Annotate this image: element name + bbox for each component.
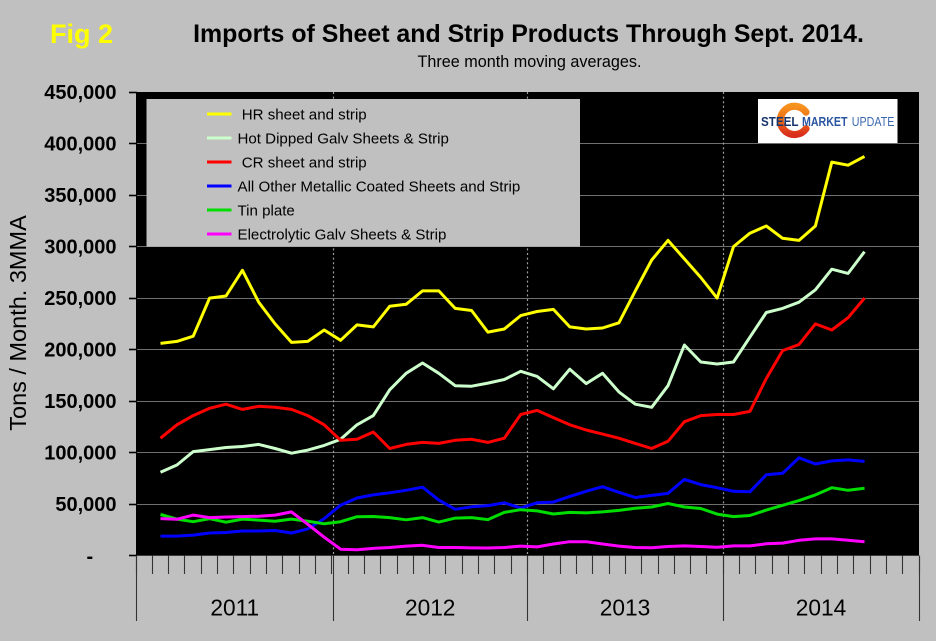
svg-text:350,000: 350,000 bbox=[44, 185, 116, 207]
svg-text:CR sheet and strip: CR sheet and strip bbox=[238, 154, 367, 171]
svg-text:450,000: 450,000 bbox=[44, 82, 116, 104]
svg-text:2014: 2014 bbox=[796, 595, 846, 621]
svg-text:150,000: 150,000 bbox=[44, 391, 116, 413]
svg-text:400,000: 400,000 bbox=[44, 133, 116, 155]
svg-text:STEEL: STEEL bbox=[761, 114, 799, 129]
svg-text:Fig 2: Fig 2 bbox=[50, 19, 113, 49]
svg-text:250,000: 250,000 bbox=[44, 288, 116, 310]
svg-text:300,000: 300,000 bbox=[44, 237, 116, 259]
svg-text:All Other Metallic Coated Shee: All Other Metallic Coated Sheets and Str… bbox=[238, 178, 521, 195]
svg-text:-: - bbox=[87, 546, 94, 568]
svg-text:Imports of Sheet and Strip Pro: Imports of Sheet and Strip Products Thro… bbox=[193, 20, 864, 48]
svg-text:Electrolytic Galv Sheets & Str: Electrolytic Galv Sheets & Strip bbox=[238, 226, 447, 243]
svg-text:2013: 2013 bbox=[600, 595, 650, 621]
svg-text:2011: 2011 bbox=[210, 595, 259, 621]
svg-text:Tons / Month. 3MMA: Tons / Month. 3MMA bbox=[5, 215, 31, 431]
svg-text:Hot Dipped Galv Sheets & Strip: Hot Dipped Galv Sheets & Strip bbox=[238, 130, 449, 147]
svg-text:Three month moving averages.: Three month moving averages. bbox=[417, 53, 641, 71]
svg-text:HR sheet and strip: HR sheet and strip bbox=[238, 106, 367, 123]
svg-text:UPDATE: UPDATE bbox=[852, 114, 895, 129]
svg-text:Tin plate: Tin plate bbox=[238, 202, 295, 219]
svg-text:200,000: 200,000 bbox=[44, 340, 116, 362]
svg-text:MARKET: MARKET bbox=[802, 114, 848, 129]
svg-text:100,000: 100,000 bbox=[44, 443, 116, 465]
svg-text:50,000: 50,000 bbox=[55, 494, 116, 516]
svg-text:2012: 2012 bbox=[405, 595, 455, 621]
